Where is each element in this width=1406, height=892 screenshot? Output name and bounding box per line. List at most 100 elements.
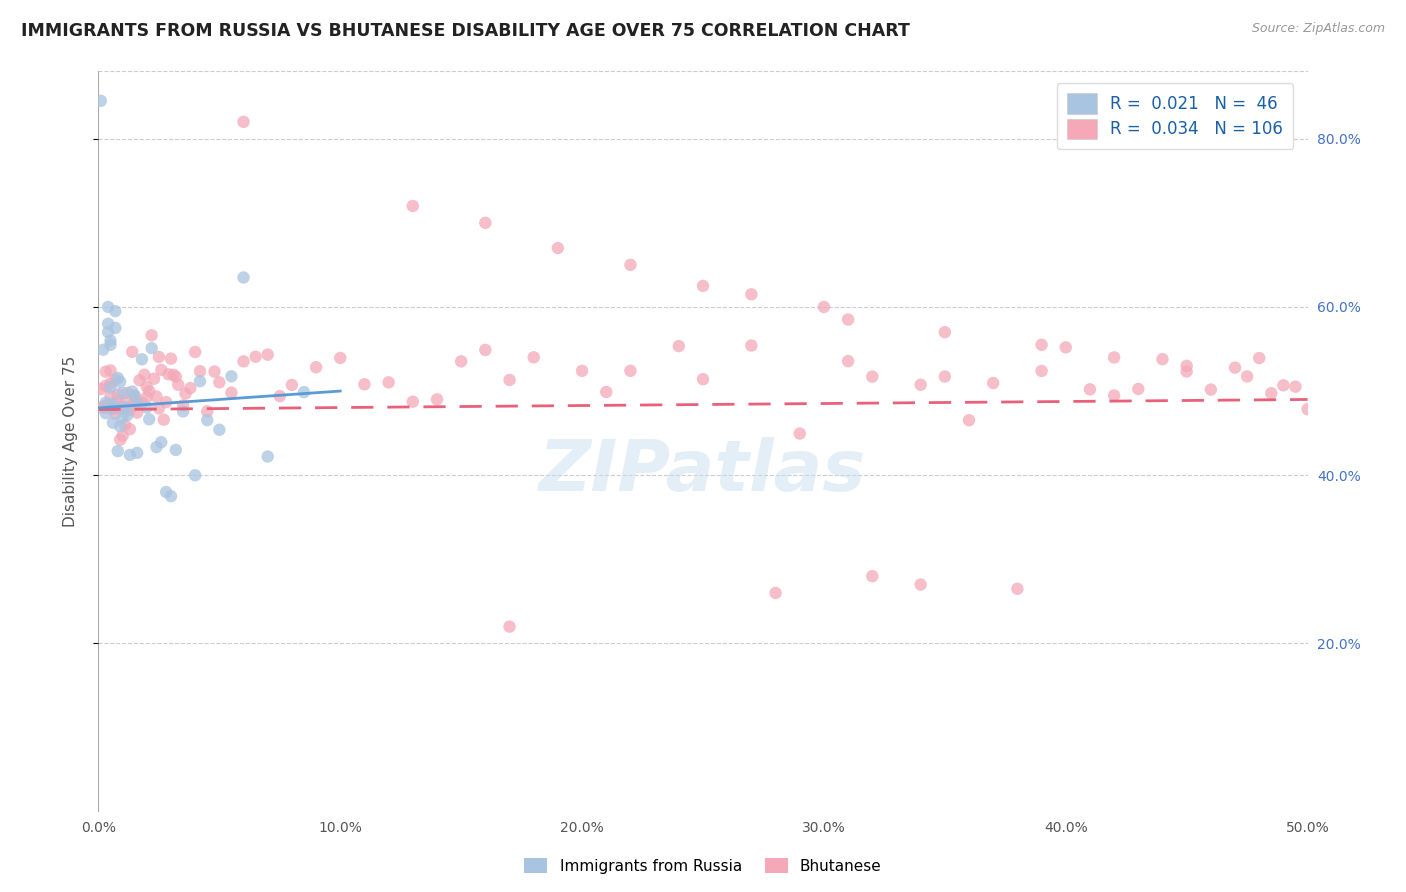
Point xyxy=(165,369,187,384)
Point xyxy=(94,365,117,379)
Point xyxy=(90,94,112,108)
Point xyxy=(910,377,932,392)
Text: IMMIGRANTS FROM RUSSIA VS BHUTANESE DISABILITY AGE OVER 75 CORRELATION CHART: IMMIGRANTS FROM RUSSIA VS BHUTANESE DISA… xyxy=(21,22,910,40)
Point xyxy=(162,368,184,382)
Point xyxy=(981,376,1004,390)
Point xyxy=(97,325,120,339)
Point xyxy=(204,365,226,379)
Point xyxy=(94,395,117,409)
Point xyxy=(97,401,120,415)
Point xyxy=(232,115,254,129)
Point xyxy=(188,374,211,388)
Point xyxy=(135,401,157,415)
Point xyxy=(813,300,835,314)
Point xyxy=(1223,360,1246,375)
Point xyxy=(789,426,811,441)
Point xyxy=(165,442,187,457)
Point xyxy=(1007,582,1029,596)
Point xyxy=(1296,402,1319,417)
Point xyxy=(188,364,211,378)
Point xyxy=(208,423,231,437)
Point xyxy=(108,375,131,389)
Point xyxy=(619,258,641,272)
Point xyxy=(114,400,136,414)
Point xyxy=(101,401,124,415)
Point xyxy=(101,416,124,430)
Text: Source: ZipAtlas.com: Source: ZipAtlas.com xyxy=(1251,22,1385,36)
Point xyxy=(740,287,762,301)
Point xyxy=(160,351,183,366)
Point xyxy=(934,325,956,339)
Legend: R =  0.021   N =  46, R =  0.034   N = 106: R = 0.021 N = 46, R = 0.034 N = 106 xyxy=(1057,83,1294,149)
Point xyxy=(1344,376,1367,391)
Point xyxy=(595,384,617,399)
Point xyxy=(138,384,160,398)
Point xyxy=(114,396,136,410)
Point xyxy=(547,241,569,255)
Point xyxy=(1078,382,1101,396)
Point xyxy=(145,389,167,403)
Point xyxy=(100,389,122,403)
Point xyxy=(107,387,129,401)
Point xyxy=(910,577,932,591)
Point xyxy=(450,354,472,368)
Point xyxy=(127,395,149,409)
Point xyxy=(256,348,278,362)
Point xyxy=(118,448,141,462)
Point xyxy=(1128,382,1150,396)
Point xyxy=(160,489,183,503)
Point xyxy=(1031,338,1053,352)
Point xyxy=(138,412,160,426)
Point xyxy=(692,279,714,293)
Point xyxy=(155,485,177,500)
Point xyxy=(232,354,254,368)
Point xyxy=(1031,364,1053,378)
Point xyxy=(1333,371,1355,385)
Point xyxy=(765,586,787,600)
Point xyxy=(1175,359,1198,373)
Point xyxy=(329,351,352,365)
Point xyxy=(157,368,180,382)
Point xyxy=(118,403,141,417)
Point xyxy=(117,401,139,415)
Point xyxy=(150,363,173,377)
Point xyxy=(179,381,201,395)
Point xyxy=(1309,365,1331,379)
Point xyxy=(111,401,134,415)
Point xyxy=(111,429,134,443)
Point xyxy=(127,446,149,460)
Point xyxy=(668,339,690,353)
Point xyxy=(167,377,190,392)
Point xyxy=(100,376,122,391)
Point xyxy=(232,270,254,285)
Point xyxy=(117,385,139,400)
Point xyxy=(1102,351,1125,365)
Point xyxy=(256,450,278,464)
Point xyxy=(100,334,122,348)
Point xyxy=(124,395,146,409)
Point xyxy=(740,338,762,352)
Point xyxy=(426,392,449,407)
Point xyxy=(127,406,149,420)
Point xyxy=(292,385,315,400)
Point xyxy=(1249,351,1271,365)
Point xyxy=(692,372,714,386)
Point xyxy=(107,371,129,385)
Point xyxy=(1236,369,1258,384)
Point xyxy=(402,394,425,409)
Point xyxy=(128,373,150,387)
Point xyxy=(127,397,149,411)
Point xyxy=(94,379,117,393)
Point xyxy=(108,433,131,447)
Point xyxy=(474,343,496,357)
Point xyxy=(208,376,231,390)
Point xyxy=(498,373,520,387)
Point xyxy=(100,363,122,377)
Point xyxy=(1152,352,1174,367)
Point xyxy=(269,389,291,403)
Point xyxy=(195,404,218,418)
Point xyxy=(100,338,122,352)
Point xyxy=(111,386,134,401)
Point xyxy=(101,396,124,410)
Point xyxy=(91,343,114,357)
